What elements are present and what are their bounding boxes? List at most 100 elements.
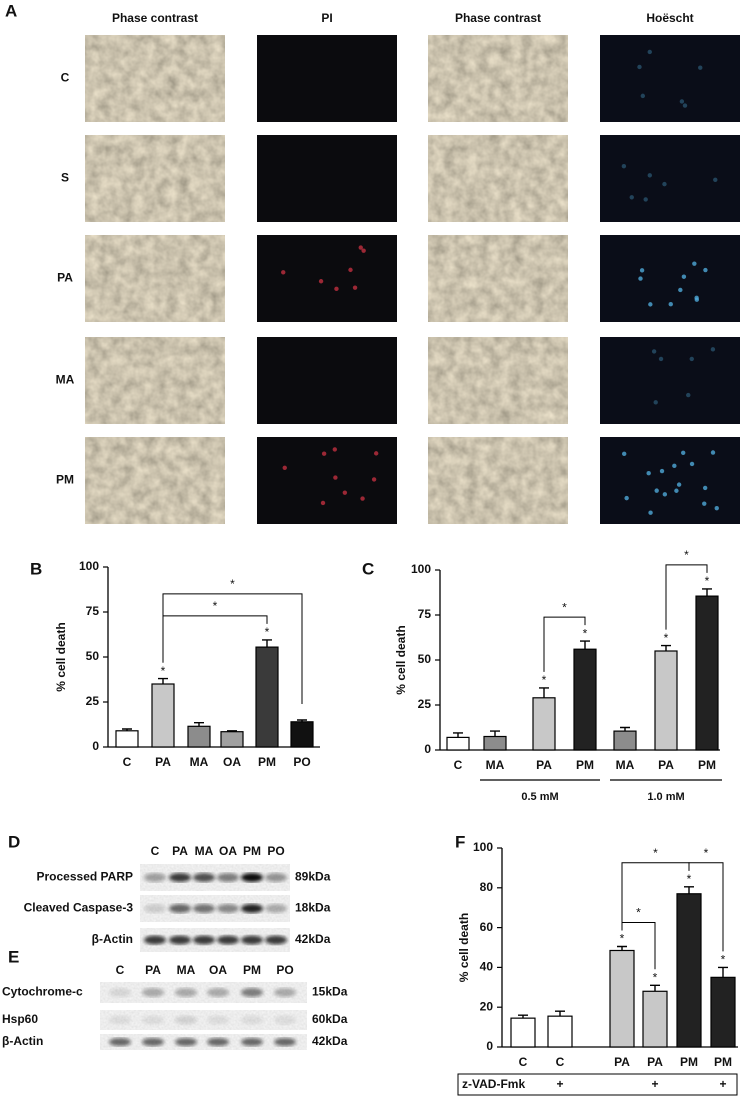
- row-label: PA: [57, 271, 73, 285]
- stained-nucleus: [358, 245, 363, 250]
- micrograph: [428, 337, 568, 424]
- x-tick-label: OA: [223, 755, 241, 769]
- micrograph: [85, 135, 225, 222]
- micrograph: [85, 337, 225, 424]
- column-header: Hoëscht: [646, 11, 693, 25]
- x-tick-label: PA: [536, 758, 552, 772]
- bar: [609, 949, 635, 1048]
- stained-nucleus: [702, 485, 708, 491]
- stained-nucleus: [713, 177, 718, 182]
- y-axis-title: % cell death: [54, 622, 68, 691]
- stained-nucleus: [342, 490, 348, 495]
- blot-band: [265, 935, 287, 945]
- significance-bracket: [162, 615, 268, 663]
- treatment-mark: +: [651, 1077, 658, 1091]
- stained-nucleus: [624, 495, 629, 501]
- bar: [695, 595, 719, 751]
- error-bar: [661, 644, 671, 651]
- error-bar: [617, 945, 627, 951]
- y-axis-title: % cell death: [394, 625, 408, 694]
- significance-bracket: [688, 862, 724, 952]
- y-tick-label: 20: [480, 999, 494, 1013]
- x-tick-label: MA: [190, 755, 209, 769]
- stained-nucleus: [320, 500, 326, 506]
- error-bar: [453, 732, 463, 738]
- bar: [483, 735, 507, 751]
- stained-nucleus: [321, 451, 327, 456]
- column-header: PI: [321, 11, 332, 25]
- row-label: S: [61, 171, 69, 185]
- blot-band: [274, 1038, 296, 1046]
- stained-nucleus: [672, 463, 677, 469]
- blot-band: [217, 935, 239, 945]
- error-bar: [490, 730, 500, 737]
- bar: [290, 721, 314, 748]
- error-bar: [650, 984, 660, 992]
- significance-star: *: [562, 600, 567, 614]
- stained-nucleus: [692, 261, 697, 266]
- lane-label: OA: [219, 844, 237, 858]
- x-tick-label: C: [556, 1055, 565, 1069]
- x-tick-label: PM: [680, 1055, 698, 1069]
- significance-star: *: [705, 574, 710, 588]
- blot-band: [217, 873, 239, 882]
- panel-label: B: [30, 559, 42, 578]
- blot-band: [144, 873, 166, 882]
- blot-row-label: β-Actin: [92, 932, 133, 946]
- significance-bracket: [162, 593, 303, 704]
- x-tick-label: C: [123, 755, 132, 769]
- stained-nucleus: [662, 492, 668, 497]
- significance-bracket: [543, 616, 586, 672]
- stained-nucleus: [710, 347, 716, 352]
- error-bar: [580, 640, 590, 650]
- blot-band: [193, 904, 215, 913]
- blot-size-label: 18kDa: [295, 901, 331, 915]
- stained-nucleus: [360, 496, 365, 501]
- blot-band: [142, 1015, 164, 1025]
- stained-nucleus: [646, 471, 651, 476]
- blot-row-label: Hsp60: [2, 1012, 38, 1026]
- row-label: C: [61, 71, 70, 85]
- x-tick-label: PM: [258, 755, 276, 769]
- stained-nucleus: [694, 297, 700, 302]
- y-tick-label: 100: [411, 562, 431, 576]
- y-tick-label: 50: [418, 652, 432, 666]
- stained-nucleus: [698, 65, 703, 70]
- stained-nucleus: [332, 447, 337, 452]
- y-tick-label: 100: [473, 840, 493, 854]
- micrograph: [600, 235, 740, 322]
- error-bar: [262, 639, 272, 648]
- blot-row-label: Cleaved Caspase-3: [24, 901, 134, 915]
- significance-star: *: [687, 872, 692, 886]
- blot-band: [217, 904, 239, 913]
- stained-nucleus: [648, 302, 653, 307]
- lane-label: OA: [209, 963, 227, 977]
- blot-band: [241, 1038, 263, 1046]
- row-label: PM: [56, 473, 74, 487]
- lane-label: PO: [267, 844, 284, 858]
- micrograph: [428, 135, 568, 222]
- stained-nucleus: [689, 461, 695, 467]
- stained-nucleus: [654, 488, 659, 493]
- stained-nucleus: [648, 510, 653, 515]
- stained-nucleus: [643, 197, 648, 202]
- x-tick-label: PA: [658, 758, 674, 772]
- blot-band: [109, 988, 131, 997]
- significance-star: *: [653, 846, 658, 860]
- y-tick-label: 0: [424, 742, 431, 756]
- blot-size-label: 89kDa: [295, 870, 331, 884]
- bar: [255, 646, 279, 748]
- stained-nucleus: [686, 392, 691, 398]
- blot-size-label: 42kDa: [295, 932, 331, 946]
- blot-band: [193, 935, 215, 945]
- x-tick-label: C: [519, 1055, 528, 1069]
- panel-label: E: [8, 947, 19, 966]
- column-header: Phase contrast: [455, 11, 541, 25]
- stained-nucleus: [371, 477, 377, 482]
- blot-band: [193, 873, 215, 882]
- bar: [642, 990, 668, 1048]
- y-tick-label: 100: [79, 559, 99, 573]
- blot-strip: [99, 981, 308, 1004]
- x-tick-label: PM: [576, 758, 594, 772]
- y-tick-label: 40: [480, 960, 494, 974]
